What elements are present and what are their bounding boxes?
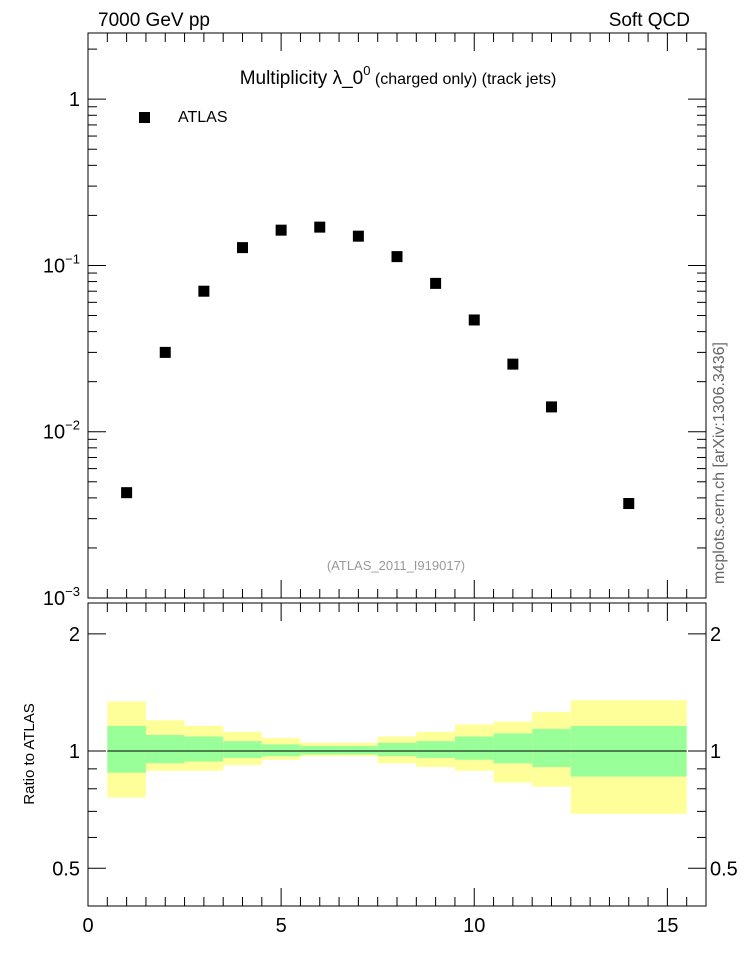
data-point: [546, 401, 557, 413]
ratio-x-tick-label: 5: [276, 915, 287, 937]
main-y-tick-label: 10−1: [43, 251, 80, 277]
data-point: [275, 224, 287, 236]
data-point: [623, 498, 635, 510]
ratio-band-inner: [377, 742, 417, 757]
main-y-tick-label: 10−3: [43, 584, 80, 610]
category-label: Soft QCD: [609, 10, 690, 31]
plot-title-suffix: (charged only) (track jets): [370, 71, 556, 88]
plot-title-main: Multiplicity λ_0: [240, 68, 364, 89]
data-point: [198, 285, 210, 297]
data-point: [468, 314, 480, 326]
plot-title-superscript: 0: [363, 63, 370, 78]
legend-label-atlas: ATLAS: [178, 109, 228, 126]
main-axis-ticks: 1 10−1 10−2 10−3: [43, 33, 706, 610]
ratio-band-inner: [145, 734, 185, 764]
ratio-ylabel: Ratio to ATLAS: [21, 703, 38, 804]
energy-label: 7000 GeV pp: [98, 10, 210, 31]
ratio-band-inner: [107, 725, 146, 773]
data-point: [507, 358, 519, 370]
data-markers: [121, 221, 635, 510]
ratio-y-tick-label-left: 0.5: [52, 858, 80, 880]
analysis-id: (ATLAS_2011_I919017): [327, 558, 465, 573]
ratio-y-tick-label-right: 2: [710, 624, 721, 646]
ratio-band-inner: [223, 741, 262, 758]
ratio-axis-ticks: 2 1 0.5 2 1 0.5 0 5 10 15: [52, 603, 738, 937]
plot-title: Multiplicity λ_00 (charged only) (track …: [240, 63, 557, 89]
ratio-y-tick-label-right: 0.5: [710, 858, 738, 880]
ratio-band-inner: [339, 746, 378, 755]
ratio-bands: [107, 700, 687, 814]
data-point: [352, 230, 364, 242]
ratio-y-tick-label-left: 2: [69, 624, 80, 646]
ratio-band-inner: [184, 736, 224, 762]
ratio-band-inner: [454, 736, 494, 760]
legend-marker-atlas: [139, 112, 150, 123]
data-point: [430, 277, 442, 289]
ratio-band-inner: [261, 744, 301, 757]
ratio-y-tick-label-right: 1: [710, 741, 721, 763]
ratio-band-inner: [416, 741, 455, 758]
main-y-tick-label: 10−2: [43, 418, 80, 444]
ratio-band-inner: [532, 728, 571, 767]
side-label: mcplots.cern.ch [arXiv:1306.3436]: [711, 342, 728, 584]
ratio-band-inner: [493, 733, 533, 764]
data-point: [391, 251, 403, 263]
ratio-y-tick-label-left: 1: [69, 741, 80, 763]
ratio-band-inner: [300, 746, 340, 755]
ratio-x-tick-label: 0: [82, 915, 93, 937]
ratio-x-tick-label: 10: [463, 915, 485, 937]
ratio-x-tick-label: 15: [656, 915, 678, 937]
data-point: [159, 346, 171, 358]
data-point: [314, 221, 326, 233]
data-point: [121, 487, 133, 499]
data-point: [237, 242, 248, 254]
main-y-tick-label: 1: [69, 89, 80, 111]
